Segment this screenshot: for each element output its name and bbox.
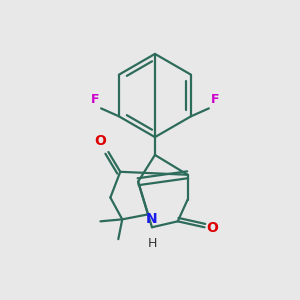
Text: F: F [211,93,219,106]
Text: F: F [91,93,99,106]
Text: O: O [206,221,218,235]
Text: N: N [146,212,158,226]
Text: O: O [94,134,106,148]
Text: H: H [147,237,157,250]
